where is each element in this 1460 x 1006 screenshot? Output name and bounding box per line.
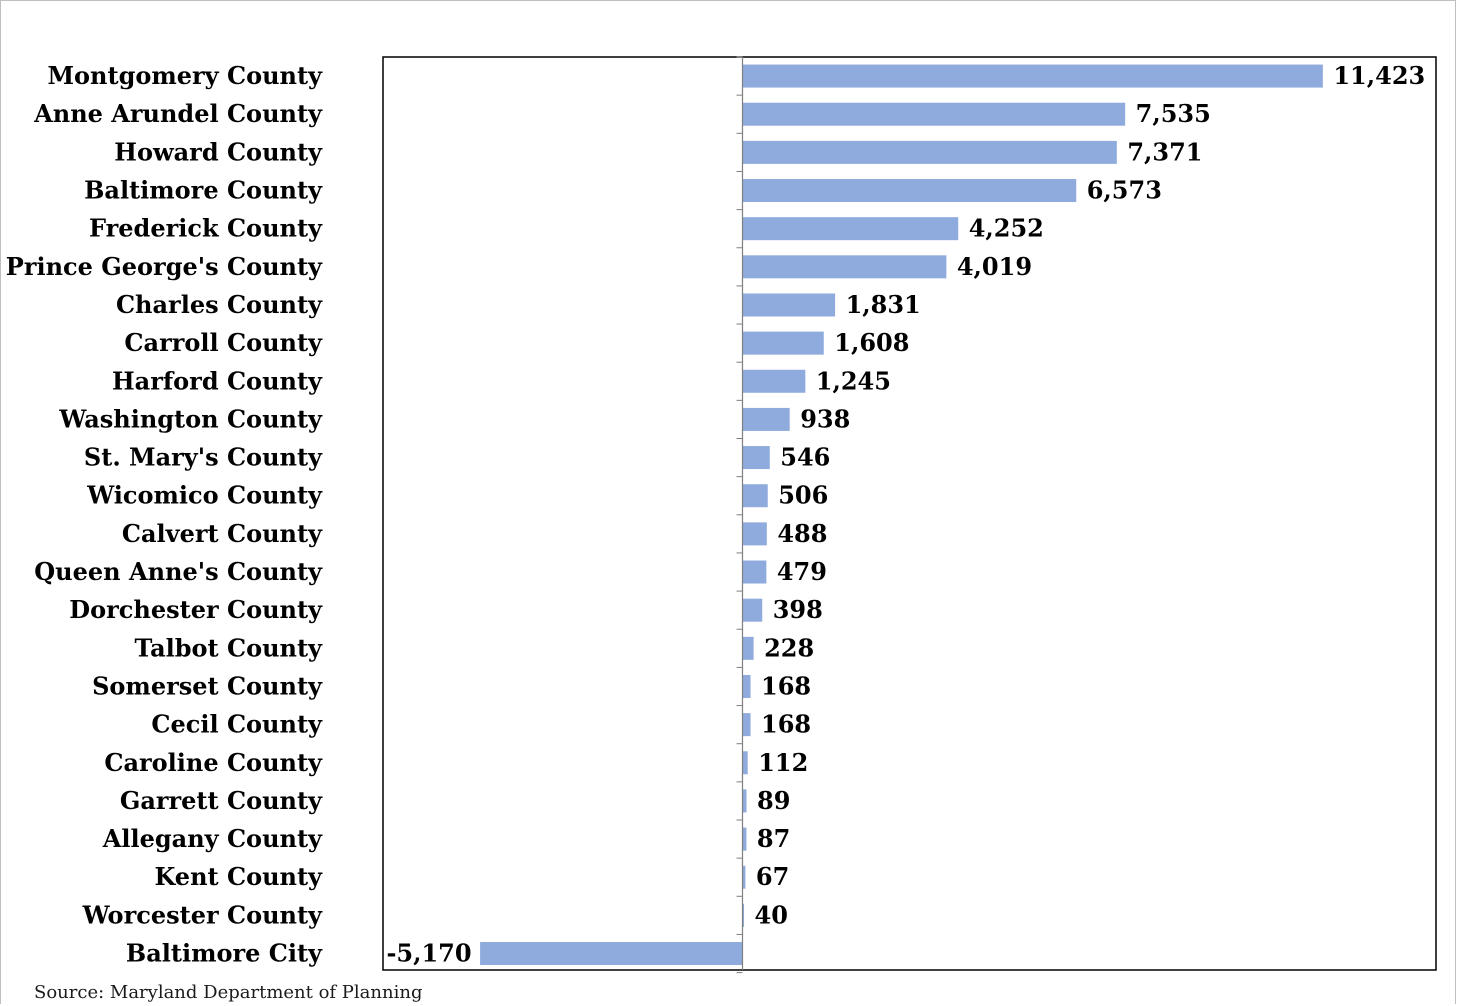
value-label: -5,170	[386, 939, 471, 968]
category-labels: Montgomery County Anne Arundel County Howa…	[6, 61, 323, 967]
category-label: Cecil County	[151, 710, 323, 739]
bar	[742, 673, 752, 699]
value-label: 938	[800, 404, 850, 433]
category-label: Washington County	[58, 404, 323, 433]
bar	[742, 445, 771, 471]
value-label: 546	[780, 443, 830, 472]
bar	[742, 406, 791, 432]
category-label: Somerset County	[92, 671, 323, 700]
bar	[742, 368, 807, 394]
plot-area	[382, 56, 1437, 971]
value-label: 87	[757, 824, 790, 853]
value-label: 7,371	[1127, 137, 1202, 166]
bar	[742, 483, 769, 509]
category-label: Wicomico County	[86, 481, 323, 510]
bar	[742, 826, 748, 852]
value-label: 4,252	[969, 214, 1044, 243]
value-label: 7,535	[1136, 99, 1211, 128]
category-label: Montgomery County	[47, 61, 323, 90]
category-label: Allegany County	[102, 824, 323, 853]
category-label: Caroline County	[104, 748, 323, 777]
category-label: Dorchester County	[69, 595, 323, 624]
category-label: Charles County	[116, 290, 323, 319]
value-label: 1,831	[846, 290, 921, 319]
bar	[742, 216, 960, 242]
value-label: 1,608	[834, 328, 909, 357]
bar	[742, 101, 1127, 127]
value-label: 228	[764, 633, 814, 662]
value-label: 168	[761, 671, 811, 700]
bar	[742, 750, 749, 776]
value-label: 6,573	[1087, 176, 1162, 205]
category-label: Howard County	[114, 137, 323, 166]
bar	[742, 788, 748, 814]
value-label: 89	[757, 786, 790, 815]
category-label: Baltimore City	[126, 939, 323, 968]
bar	[742, 597, 764, 623]
bar	[742, 178, 1078, 204]
bar	[742, 63, 1324, 89]
value-label: 168	[761, 710, 811, 739]
value-label: 4,019	[957, 252, 1032, 281]
bar	[742, 254, 948, 280]
value-labels: 11,423 7,535 7,371 6,573 4,252 4,019 1,831 1,60…	[386, 61, 1425, 967]
category-label: Calvert County	[122, 519, 323, 548]
bar	[742, 330, 825, 356]
category-label: Kent County	[154, 862, 323, 891]
category-label: Frederick County	[89, 214, 323, 243]
value-label: 67	[756, 862, 789, 891]
category-label: Talbot County	[135, 633, 324, 662]
category-label: St. Mary's County	[84, 443, 323, 472]
value-label: 40	[755, 900, 788, 929]
value-label: 1,245	[816, 366, 891, 395]
bar	[742, 712, 752, 738]
bar	[742, 635, 755, 661]
bar	[479, 941, 743, 967]
category-label: Queen Anne's County	[34, 557, 323, 586]
category-label: Baltimore County	[84, 176, 323, 205]
bar	[742, 292, 837, 318]
value-label: 479	[777, 557, 827, 586]
bar	[742, 139, 1118, 165]
category-label: Prince George's County	[6, 252, 323, 281]
category-label: Worcester County	[82, 900, 323, 929]
source-note: Source: Maryland Department of Planning	[34, 982, 423, 1003]
value-label: 506	[778, 481, 828, 510]
bar	[742, 559, 768, 585]
bars-group	[479, 63, 1324, 967]
value-label: 112	[758, 748, 808, 777]
category-label: Anne Arundel County	[33, 99, 323, 128]
category-label: Garrett County	[120, 786, 323, 815]
value-label: 488	[777, 519, 827, 548]
category-label: Carroll County	[124, 328, 323, 357]
axis-ticks	[736, 56, 743, 974]
bar	[742, 521, 768, 547]
category-label: Harford County	[112, 366, 323, 395]
value-label: 398	[773, 595, 823, 624]
value-label: 11,423	[1333, 61, 1425, 90]
